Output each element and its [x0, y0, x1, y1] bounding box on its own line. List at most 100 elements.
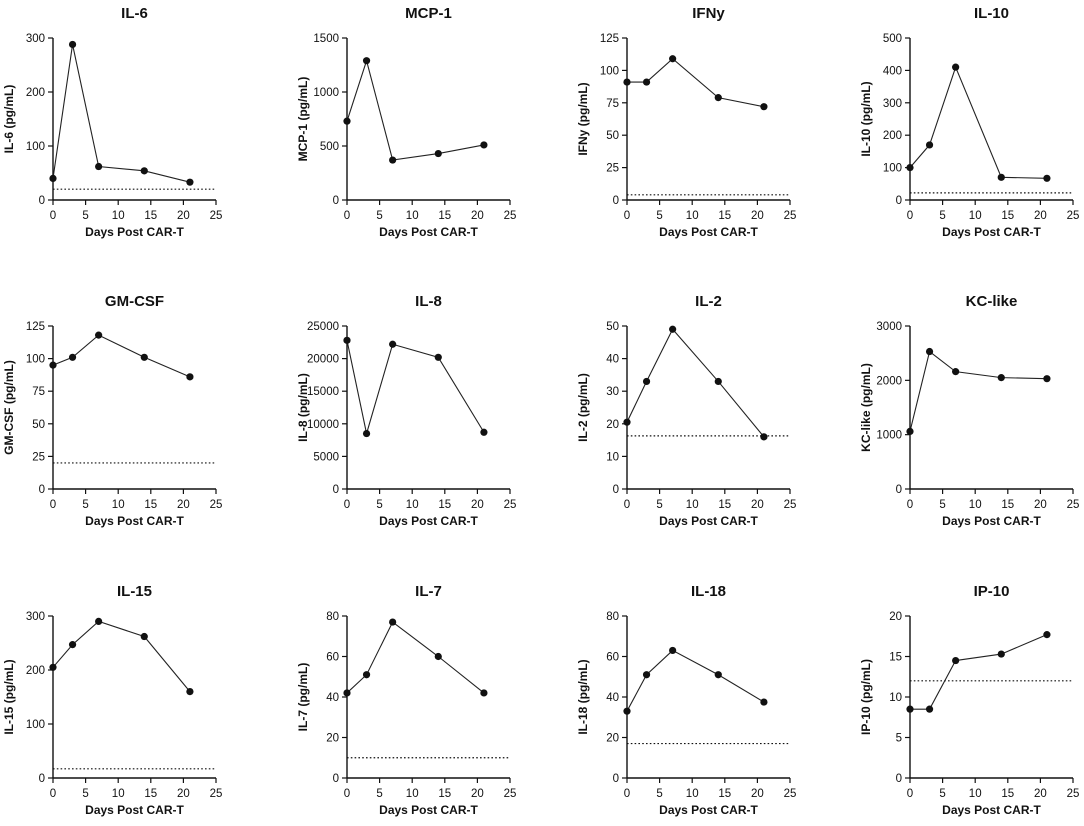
- x-tick-label: 0: [50, 788, 56, 800]
- data-point: [952, 368, 960, 376]
- data-point: [1043, 375, 1051, 383]
- data-point: [623, 707, 631, 715]
- data-point: [362, 429, 371, 438]
- x-tick-label: 20: [1034, 210, 1047, 222]
- data-point: [623, 418, 631, 426]
- x-tick-label: 25: [504, 788, 517, 800]
- data-point: [714, 377, 722, 386]
- x-tick-label: 5: [939, 788, 945, 800]
- data-point: [343, 689, 351, 697]
- x-tick-label: 5: [376, 499, 382, 511]
- y-tick-label: 50: [606, 321, 619, 333]
- y-tick-label: 300: [26, 33, 45, 45]
- y-tick-label: 0: [896, 484, 902, 496]
- y-tick-label: 0: [333, 195, 339, 207]
- series-line: [346, 340, 485, 434]
- y-tick-label: 200: [26, 87, 45, 99]
- x-tick-label: 0: [624, 788, 630, 800]
- y-tick-label: 60: [326, 652, 339, 664]
- y-axis-label: IL-2 (pg/mL): [576, 373, 590, 442]
- y-tick-label: 0: [39, 195, 45, 207]
- y-tick-label: 0: [333, 484, 339, 496]
- series-line: [346, 621, 485, 694]
- data-point: [434, 353, 442, 361]
- x-tick-label: 0: [50, 210, 56, 222]
- x-tick-label: 10: [406, 788, 419, 800]
- data-point: [49, 174, 57, 182]
- x-tick-label: 0: [624, 499, 630, 511]
- data-point: [68, 40, 77, 49]
- data-point: [997, 650, 1005, 658]
- x-tick-label: 20: [471, 788, 484, 800]
- data-point: [186, 688, 194, 696]
- series-line: [52, 44, 191, 183]
- x-tick-label: 0: [344, 788, 350, 800]
- y-tick-label: 0: [39, 484, 45, 496]
- data-point: [389, 618, 397, 626]
- y-tick-label: 100: [600, 65, 619, 77]
- x-tick-label: 25: [784, 499, 797, 511]
- x-tick-label: 15: [1001, 788, 1014, 800]
- x-tick-label: 10: [112, 210, 125, 222]
- x-tick-label: 15: [144, 210, 157, 222]
- x-tick-label: 20: [1034, 788, 1047, 800]
- y-axis-label: GM-CSF (pg/mL): [2, 360, 16, 455]
- y-tick-label: 0: [613, 773, 619, 785]
- x-tick-label: 0: [344, 499, 350, 511]
- x-tick-label: 25: [210, 210, 223, 222]
- x-tick-label: 15: [144, 788, 157, 800]
- x-tick-label: 20: [471, 210, 484, 222]
- panel-il-15: IL-15 0 100 200 300 0 5 10 15 20 25 Days Post CAR-T…: [2, 583, 222, 817]
- data-point: [68, 641, 77, 649]
- x-tick-label: 15: [438, 210, 451, 222]
- data-point: [343, 117, 351, 125]
- y-axis-label: KC-like (pg/mL): [859, 363, 873, 452]
- y-axis-label: IFNy (pg/mL): [576, 82, 590, 155]
- x-axis-label: Days Post CAR-T: [942, 225, 1041, 239]
- panel-il-6: IL-6 0 100 200 300 0 5 10 15 20 25 Days Post CAR-T I…: [2, 5, 222, 239]
- data-point: [669, 646, 677, 655]
- x-axis-label: Days Post CAR-T: [942, 803, 1041, 817]
- panel-title: IP-10: [974, 583, 1010, 600]
- data-point: [480, 689, 488, 697]
- y-tick-label: 500: [883, 33, 902, 45]
- y-tick-label: 0: [613, 484, 619, 496]
- y-tick-label: 25000: [307, 321, 339, 333]
- x-tick-label: 20: [177, 499, 190, 511]
- x-tick-label: 0: [907, 788, 913, 800]
- data-point: [906, 427, 914, 436]
- y-tick-label: 50: [32, 419, 45, 431]
- y-tick-label: 30: [606, 386, 619, 398]
- y-tick-label: 5000: [313, 451, 339, 463]
- y-tick-label: 60: [606, 652, 619, 664]
- y-tick-label: 100: [26, 141, 45, 153]
- y-tick-label: 200: [883, 130, 902, 142]
- x-tick-label: 15: [1001, 499, 1014, 511]
- x-tick-label: 25: [504, 210, 517, 222]
- y-tick-label: 1000: [313, 87, 339, 99]
- y-tick-label: 75: [32, 386, 45, 398]
- y-tick-label: 80: [606, 611, 619, 623]
- x-tick-label: 10: [406, 499, 419, 511]
- y-axis-label: IL-10 (pg/mL): [859, 81, 873, 156]
- y-tick-label: 15000: [307, 386, 339, 398]
- panel-il-2: IL-2 0 10 20 30 40 50 0 5 10 15 20 25 Days Post CAR-T…: [576, 293, 796, 528]
- y-tick-label: 5: [896, 733, 902, 745]
- x-axis-label: Days Post CAR-T: [85, 803, 184, 817]
- x-tick-label: 0: [344, 210, 350, 222]
- y-tick-label: 500: [320, 141, 339, 153]
- y-tick-label: 20: [889, 611, 902, 623]
- y-tick-label: 1500: [313, 33, 339, 45]
- x-tick-label: 5: [376, 210, 382, 222]
- data-point: [760, 103, 768, 111]
- y-tick-label: 2000: [876, 375, 902, 387]
- panel-gm-csf: GM-CSF 0 25 50 75 100 125 0 5 10 15 20 25 Days Post C…: [2, 293, 222, 528]
- y-tick-label: 10: [889, 692, 902, 704]
- panel-title: GM-CSF: [105, 293, 164, 310]
- y-tick-label: 300: [883, 98, 902, 110]
- x-tick-label: 20: [751, 499, 764, 511]
- data-point: [952, 63, 960, 71]
- panel-ip-10: IP-10 0 5 10 15 20 0 5 10 15 20 25 Days Post CAR-T IP…: [859, 583, 1079, 817]
- x-tick-label: 20: [751, 210, 764, 222]
- panel-mcp-1: MCP-1 0 500 1000 1500 0 5 10 15 20 25 Days Post CAR…: [296, 5, 516, 239]
